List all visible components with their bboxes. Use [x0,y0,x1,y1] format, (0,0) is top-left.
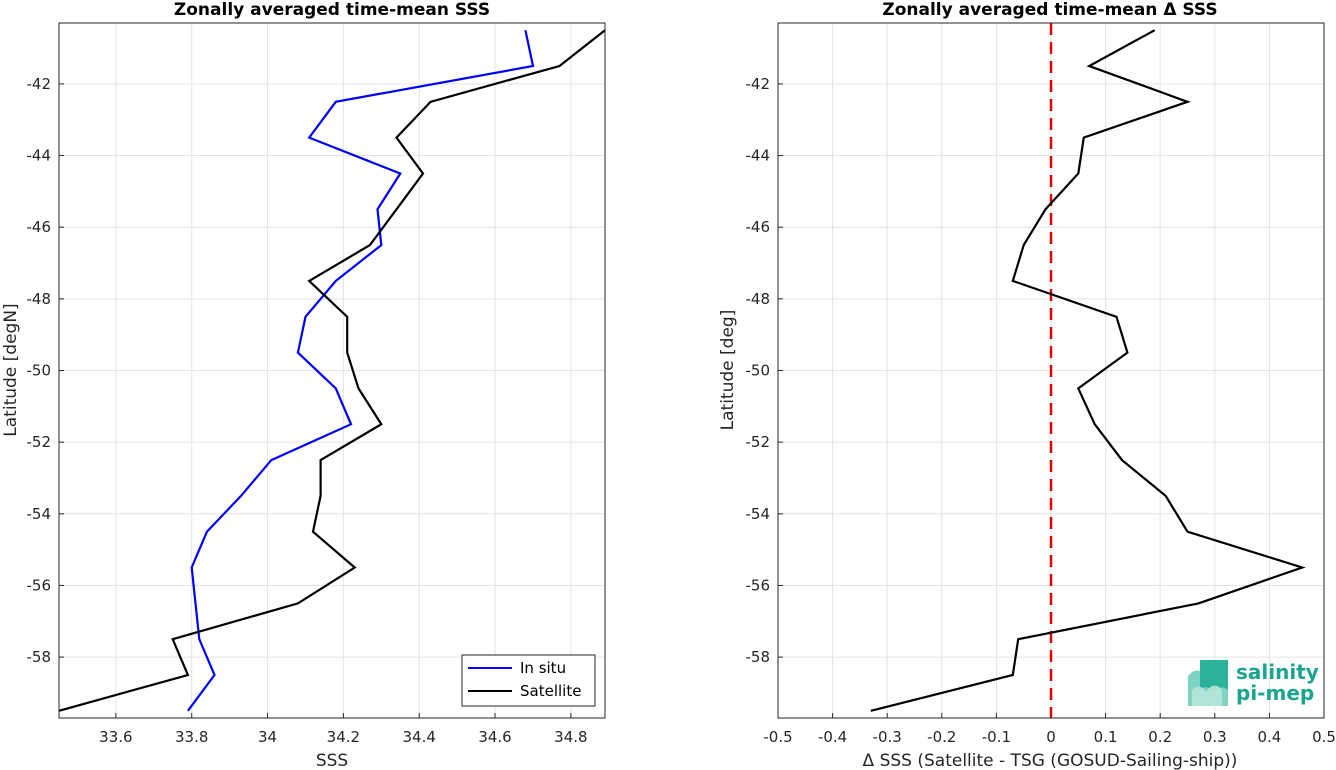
legend-label-in-situ: In situ [520,659,566,677]
right-x-axis-label: Δ SSS (Satellite - TSG (GOSUD-Sailing-sh… [863,751,1238,770]
right-y-axis-label: Latitude [deg] [718,310,738,431]
salinity-pi-mep-logo: salinity pi-mep [1188,660,1319,706]
right-x-tick-labels: -0.5 -0.4 -0.3 -0.2 -0.1 0 0.1 0.2 0.3 0.4 0.5 [763,728,1336,746]
right-y-tick-label: -42 [746,75,771,93]
legend-label-satellite: Satellite [520,682,581,700]
right-x-tick-label: 0.5 [1312,728,1336,746]
left-y-tick-label: -52 [27,433,52,451]
left-grid [59,23,605,718]
logo-text-pi-mep: pi-mep [1236,681,1314,705]
right-y-tick-label: -54 [746,505,771,523]
left-title: Zonally averaged time-mean SSS [174,0,490,20]
right-x-tick-label: -0.3 [873,728,902,746]
right-y-tick-label: -50 [746,362,771,380]
logo-text-salinity: salinity [1236,660,1319,684]
left-y-axis-label: Latitude [degN] [1,303,21,436]
left-x-tick-label: 34.2 [327,728,360,746]
left-x-tick-label: 34 [258,728,277,746]
right-y-tick-label: -46 [746,218,771,236]
right-y-tick-labels: -58 -56 -54 -52 -50 -48 -46 -44 -42 [746,75,771,666]
left-y-tick-label: -54 [27,505,52,523]
right-x-tick-label: -0.1 [982,728,1011,746]
left-y-tick-label: -50 [27,362,52,380]
left-x-tick-labels: 33.6 33.8 34 34.2 34.4 34.6 34.8 [99,728,587,746]
right-x-tick-label: -0.4 [818,728,847,746]
right-y-tick-label: -58 [746,648,771,666]
left-y-tick-label: -48 [27,290,52,308]
right-x-tick-label: 0.3 [1203,728,1227,746]
right-x-tick-label: 0.4 [1257,728,1281,746]
left-x-tick-label: 34.4 [403,728,436,746]
left-y-tick-label: -56 [27,576,52,594]
left-y-tick-label: -42 [27,75,52,93]
right-x-tick-label: -0.5 [763,728,792,746]
left-y-tick-label: -44 [27,147,52,165]
left-y-tick-label: -58 [27,648,52,666]
right-axes-frame [777,22,1325,719]
logo-wave-icon [1188,660,1228,706]
right-series-lines [870,23,1306,718]
right-x-tick-label: 0.1 [1094,728,1118,746]
left-x-tick-label: 33.6 [99,728,132,746]
right-panel: -0.5 -0.4 -0.3 -0.2 -0.1 0 0.1 0.2 0.3 0.4 0.5 -58… [718,0,1336,770]
left-series-lines [58,29,606,712]
right-x-tick-label: 0.2 [1148,728,1172,746]
right-x-tick-label: 0 [1046,728,1056,746]
right-x-tick-label: -0.2 [927,728,956,746]
left-series-line-in-situ [187,29,535,712]
left-x-axis-label: SSS [316,751,348,770]
left-series-line-satellite [58,29,606,712]
left-y-tick-label: -46 [27,218,52,236]
right-y-tick-label: -48 [746,290,771,308]
legend-box [461,654,596,707]
left-x-tick-label: 33.8 [175,728,208,746]
right-y-tick-label: -56 [746,576,771,594]
left-x-tick-label: 34.6 [478,728,511,746]
right-y-tick-label: -52 [746,433,771,451]
legend: In situ Satellite [461,654,596,707]
right-y-tick-label: -44 [746,147,771,165]
right-title: Zonally averaged time-mean Δ SSS [882,0,1217,20]
left-panel: 33.6 33.8 34 34.2 34.4 34.6 34.8 -58-56-54-52-… [1,0,606,770]
left-x-tick-label: 34.8 [554,728,587,746]
left-y-tick-labels: -58 -56 -54 -52 -50 -48 -46 -44 -42 [27,75,52,666]
left-axes-frame [58,22,606,719]
right-series-line-delta-sss [870,29,1306,712]
